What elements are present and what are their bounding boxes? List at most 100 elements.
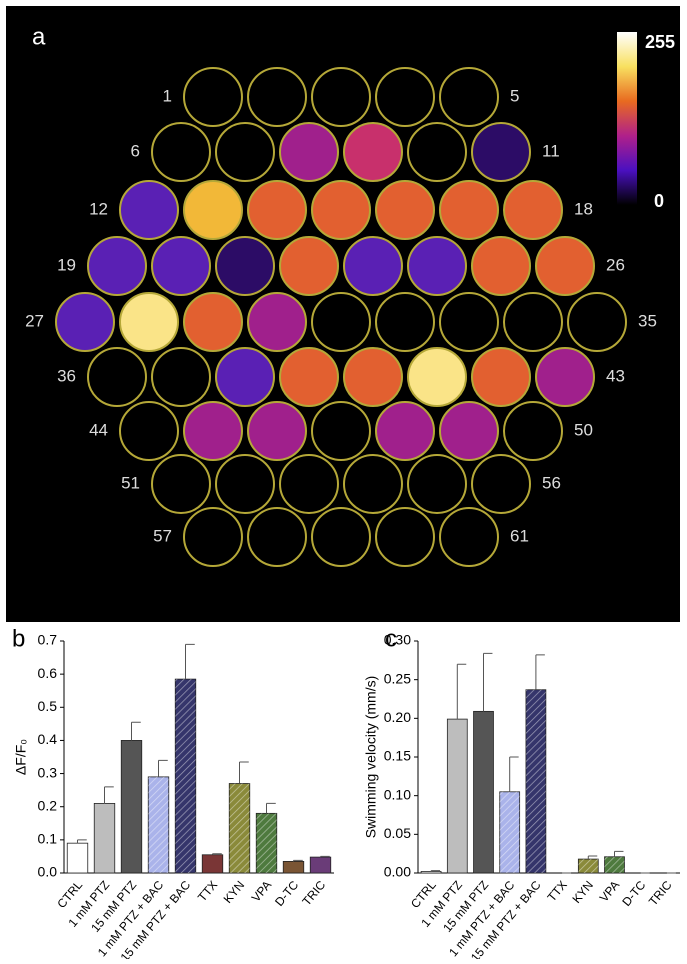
well (471, 454, 531, 514)
y-tick-label: 0.20 (384, 709, 411, 725)
well-number: 44 (89, 420, 108, 439)
well (439, 292, 499, 352)
well (439, 67, 499, 127)
y-tick-label: 0.2 (38, 797, 58, 813)
well (535, 236, 595, 296)
panel-label: a (32, 23, 46, 50)
y-tick-label: 0.1 (38, 831, 58, 847)
well (343, 347, 403, 407)
x-tick-label: TTX (545, 878, 570, 904)
x-tick-label: VPA (249, 878, 275, 905)
well (439, 401, 499, 461)
well (87, 236, 147, 296)
error-bar (104, 786, 114, 804)
well (311, 67, 371, 127)
well (567, 292, 627, 352)
bar (201, 854, 224, 874)
panel-label: b (12, 625, 25, 652)
y-tick-label: 0.5 (38, 698, 58, 714)
x-tick-label: D-TC (272, 878, 301, 909)
well (151, 454, 211, 514)
well (311, 401, 371, 461)
bar-hatch (148, 776, 169, 873)
error-bar (587, 855, 598, 860)
error-bar (239, 761, 249, 784)
well-number: 51 (121, 473, 140, 492)
well (183, 401, 243, 461)
well (247, 180, 307, 240)
well-number: 27 (25, 311, 44, 330)
well (311, 180, 371, 240)
well (375, 67, 435, 127)
well-number: 57 (153, 526, 172, 545)
well (119, 180, 179, 240)
well (535, 347, 595, 407)
panel-label: c (385, 625, 397, 652)
well (215, 454, 275, 514)
well-plate (55, 67, 627, 567)
well-number: 1 (163, 86, 172, 105)
well (471, 236, 531, 296)
colorbar-label: 255 (645, 32, 675, 52)
well (311, 507, 371, 567)
error-bar (293, 859, 303, 862)
bar (309, 856, 332, 874)
well-number: 5 (510, 86, 519, 105)
well (375, 292, 435, 352)
well-number: 12 (89, 199, 108, 218)
well (311, 292, 371, 352)
well (151, 236, 211, 296)
well-number: 61 (510, 526, 529, 545)
bar-hatch (578, 859, 599, 873)
error-bar (456, 663, 467, 720)
well (471, 347, 531, 407)
bar-hatch (229, 783, 250, 873)
well (375, 507, 435, 567)
well (151, 347, 211, 407)
well (247, 507, 307, 567)
well (439, 180, 499, 240)
y-tick-label: 0.7 (38, 632, 58, 648)
well (503, 180, 563, 240)
bar (420, 871, 442, 874)
well (183, 180, 243, 240)
x-tick-label: TRIC (646, 878, 675, 909)
y-tick-label: 0.15 (384, 748, 411, 764)
bar-hatch (175, 679, 196, 873)
well (343, 122, 403, 182)
well (247, 401, 307, 461)
well (375, 401, 435, 461)
well-number: 35 (638, 311, 657, 330)
y-tick-label: 0.10 (384, 786, 411, 802)
well-number: 26 (606, 255, 625, 274)
well (247, 67, 307, 127)
y-tick-label: 0.6 (38, 665, 58, 681)
well (503, 401, 563, 461)
well (183, 507, 243, 567)
well (343, 236, 403, 296)
well (215, 122, 275, 182)
colorbar (617, 32, 637, 205)
x-tick-label: TTX (195, 878, 220, 904)
error-bar (483, 652, 493, 712)
x-tick-label: VPA (597, 878, 623, 905)
x-tick-label: KYN (569, 878, 596, 906)
error-bar (320, 855, 330, 858)
y-tick-label: 0.00 (384, 864, 411, 880)
y-axis-label: ΔF/F₀ (13, 739, 29, 775)
error-bar (212, 853, 222, 855)
well (407, 454, 467, 514)
bar (282, 861, 305, 874)
well (215, 347, 275, 407)
well (183, 292, 243, 352)
well (87, 347, 147, 407)
well-number: 56 (542, 473, 561, 492)
bar-hatch (499, 791, 520, 873)
error-bar (614, 850, 624, 857)
error-bar (158, 759, 168, 777)
well-number: 36 (57, 366, 76, 385)
well-number: 6 (131, 141, 140, 160)
well (183, 67, 243, 127)
error-bar (266, 802, 276, 814)
